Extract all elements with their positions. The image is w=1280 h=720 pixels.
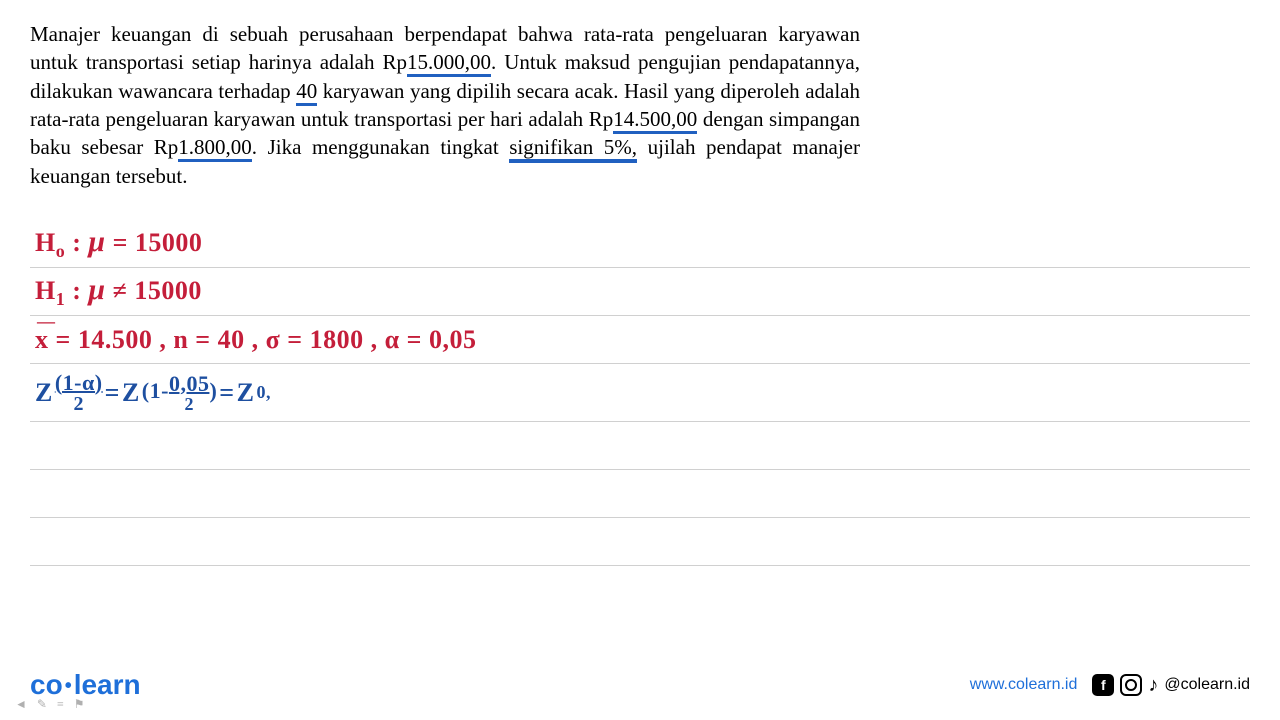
social-handle: @colearn.id: [1164, 676, 1250, 694]
problem-statement: Manajer keuangan di sebuah perusahaan be…: [30, 20, 860, 190]
problem-text-5: . Jika menggunakan tingkat: [252, 135, 509, 159]
tiktok-icon: ♪: [1148, 674, 1158, 697]
work-line-zformula: Z (1-α) 2 = Z (1-0,052) = Z 0,: [30, 364, 1250, 422]
work-line-h1: H1 : μ ≠ 15000: [30, 268, 1250, 316]
instagram-icon: [1120, 674, 1142, 696]
work-line-empty-2: [30, 470, 1250, 518]
toolbar-icons: ◄ ✎ ≡ ⚑: [15, 697, 85, 712]
facebook-icon: f: [1092, 674, 1114, 696]
work-line-empty-1: [30, 422, 1250, 470]
website-url: www.colearn.id: [970, 676, 1078, 694]
value-14500: 14.500,00: [613, 107, 697, 134]
h1-hypothesis: H1 : μ ≠ 15000: [35, 273, 202, 310]
given-values: x = 14.500 , n = 40 , σ = 1800 , α = 0,0…: [35, 325, 476, 355]
work-line-empty-3: [30, 518, 1250, 566]
footer-right: www.colearn.id f ♪ @colearn.id: [970, 674, 1250, 697]
social-icons: f ♪ @colearn.id: [1092, 674, 1250, 697]
work-line-values: x = 14.500 , n = 40 , σ = 1800 , α = 0,0…: [30, 316, 1250, 364]
z-formula: Z (1-α) 2 = Z (1-0,052) = Z 0,: [35, 372, 271, 414]
work-line-h0: Ho : μ = 15000: [30, 220, 1250, 268]
value-15000: 15.000,00: [407, 50, 491, 77]
value-1800: 1.800,00: [178, 135, 252, 162]
logo-dot: •: [65, 675, 72, 697]
footer: co•learn www.colearn.id f ♪ @colearn.id: [0, 650, 1280, 720]
significance-text: signifikan 5%,: [509, 135, 637, 163]
arrow-icon: ◄: [15, 697, 27, 712]
worksheet-area: Ho : μ = 15000 H1 : μ ≠ 15000 x = 14.500…: [30, 220, 1250, 566]
content-area: Manajer keuangan di sebuah perusahaan be…: [0, 0, 1280, 566]
pencil-icon: ✎: [37, 697, 47, 712]
h0-hypothesis: Ho : μ = 15000: [35, 225, 202, 262]
list-icon: ≡: [57, 697, 64, 712]
value-40: 40: [296, 79, 317, 106]
flag-icon: ⚑: [74, 697, 85, 712]
